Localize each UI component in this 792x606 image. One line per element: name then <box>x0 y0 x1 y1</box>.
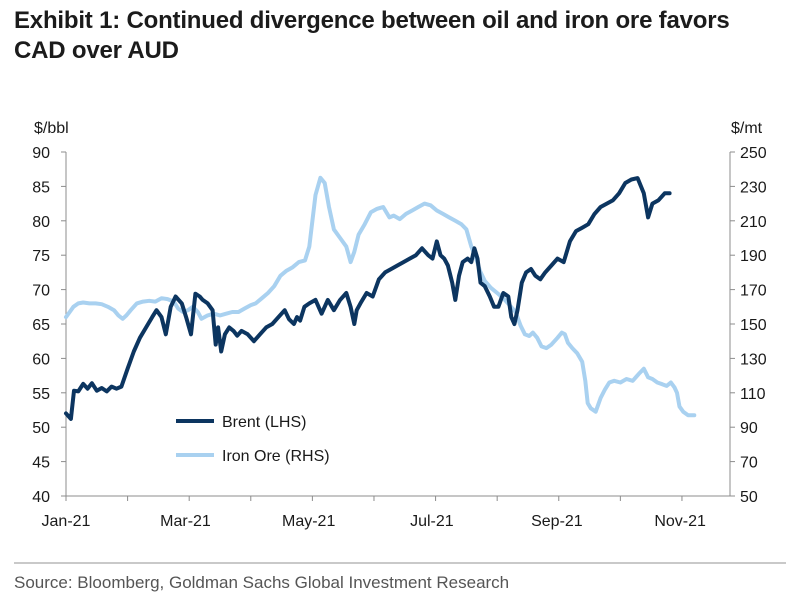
right-tick-label: 150 <box>740 317 767 334</box>
left-tick-label: 70 <box>32 283 50 300</box>
axes-layer: 40 45 50 55 60 65 70 75 80 85 90 50 70 90 110 130 150 170… <box>32 145 767 530</box>
right-tick-label: 70 <box>740 455 758 472</box>
series-layer <box>64 175 697 421</box>
left-tick-label: 65 <box>32 317 50 334</box>
left-axis-label: $/bbl <box>34 120 69 137</box>
series-line-iron-ore <box>64 175 697 418</box>
left-tick-label: 90 <box>32 145 50 162</box>
series-line-brent <box>64 176 672 421</box>
right-tick-label: 50 <box>740 489 758 506</box>
legend-label-brent: Brent (LHS) <box>222 414 306 431</box>
left-tick-label: 40 <box>32 489 50 506</box>
right-tick-label: 230 <box>740 179 767 196</box>
left-tick-label: 60 <box>32 351 50 368</box>
x-tick-label: Jan-21 <box>42 513 91 530</box>
x-tick-label: Nov-21 <box>654 513 706 530</box>
right-tick-label: 130 <box>740 351 767 368</box>
right-tick-label: 210 <box>740 214 767 231</box>
divider <box>14 562 786 564</box>
x-tick-label: Jul-21 <box>410 513 454 530</box>
source-note: Source: Bloomberg, Goldman Sachs Global … <box>14 573 510 592</box>
left-tick-label: 75 <box>32 248 50 265</box>
right-tick-label: 250 <box>740 145 767 162</box>
x-tick-label: May-21 <box>282 513 335 530</box>
left-tick-label: 45 <box>32 455 50 472</box>
left-tick-label: 50 <box>32 420 50 437</box>
right-tick-label: 190 <box>740 248 767 265</box>
chart: 40 45 50 55 60 65 70 75 80 85 90 50 70 90 110 130 150 170… <box>32 120 767 530</box>
chart-title: Exhibit 1: Continued divergence between … <box>14 7 730 64</box>
right-tick-label: 110 <box>740 386 766 403</box>
right-tick-label: 90 <box>740 420 758 437</box>
x-tick-label: Sep-21 <box>531 513 583 530</box>
left-tick-label: 80 <box>32 214 50 231</box>
legend-label-iron-ore: Iron Ore (RHS) <box>222 448 330 465</box>
left-tick-label: 85 <box>32 179 50 196</box>
right-tick-label: 170 <box>740 283 767 300</box>
x-tick-label: Mar-21 <box>160 513 211 530</box>
left-tick-label: 55 <box>32 386 50 403</box>
right-axis-label: $/mt <box>731 120 763 137</box>
legend <box>176 419 214 457</box>
